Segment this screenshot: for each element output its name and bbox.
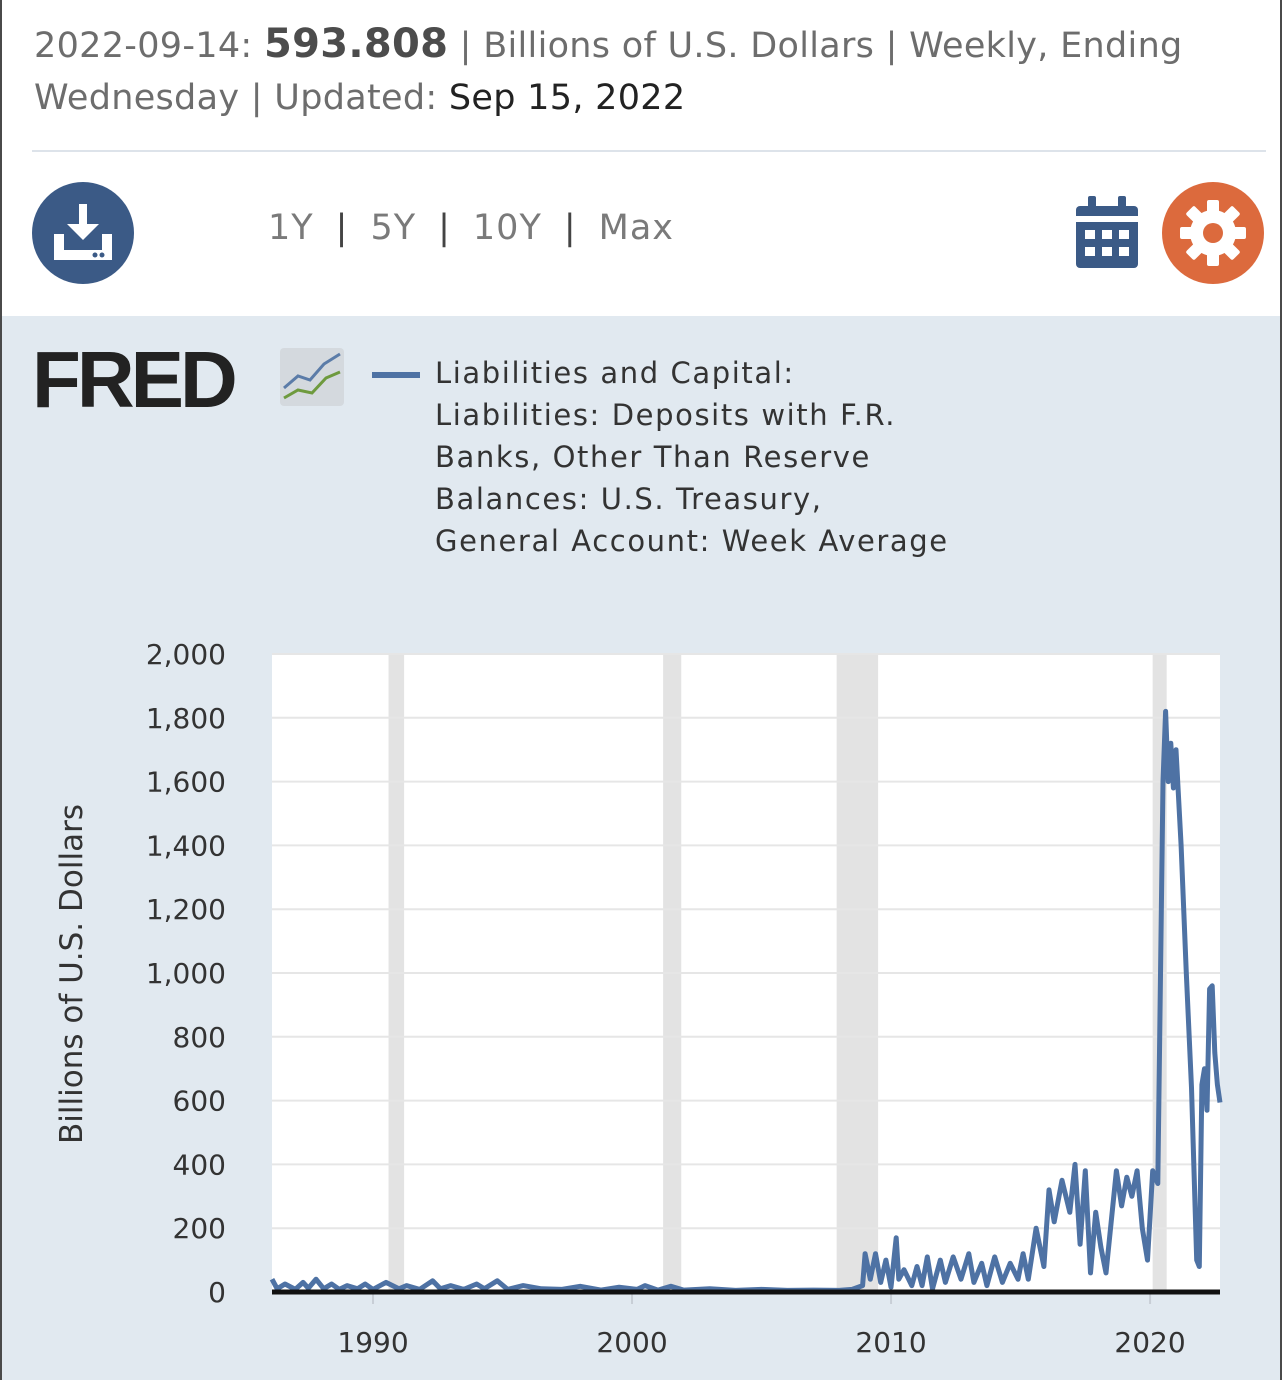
observation-value: 593.808 bbox=[263, 21, 449, 67]
y-tick-label: 1,400 bbox=[146, 829, 226, 862]
x-tick-label: 2010 bbox=[855, 1326, 926, 1359]
range-separator: | bbox=[563, 208, 577, 248]
download-button[interactable] bbox=[32, 182, 134, 284]
range-max[interactable]: Max bbox=[598, 208, 674, 248]
observation-header: 2022-09-14: 593.808 | Billions of U.S. D… bbox=[34, 18, 1254, 124]
observation-date: 2022-09-14: bbox=[34, 26, 253, 66]
legend-label: Liabilities and Capital: Liabilities: De… bbox=[435, 356, 949, 558]
range-1y[interactable]: 1Y bbox=[268, 208, 314, 248]
units-frequency-text: | Billions of U.S. Dollars | Weekly, End… bbox=[34, 26, 1183, 118]
y-tick-label: 1,200 bbox=[146, 893, 226, 926]
y-tick-label: 0 bbox=[208, 1276, 226, 1309]
y-tick-label: 600 bbox=[173, 1085, 226, 1118]
y-axis-label: Billions of U.S. Dollars bbox=[54, 804, 90, 1144]
range-selector: 1Y | 5Y | 10Y | Max bbox=[268, 208, 674, 248]
x-tick-label: 2000 bbox=[596, 1326, 667, 1359]
y-tick-label: 1,600 bbox=[146, 766, 226, 799]
chart-toolbar: 1Y | 5Y | 10Y | Max bbox=[0, 152, 1282, 316]
y-tick-label: 200 bbox=[173, 1212, 226, 1245]
y-tick-label: 1,800 bbox=[146, 702, 226, 735]
range-5y[interactable]: 5Y bbox=[370, 208, 417, 248]
range-10y[interactable]: 10Y bbox=[472, 208, 542, 248]
download-icon bbox=[54, 204, 112, 260]
x-tick-label: 2020 bbox=[1114, 1326, 1185, 1359]
legend-swatch bbox=[372, 372, 420, 378]
updated-date: Sep 15, 2022 bbox=[448, 78, 686, 118]
line-chart: 0 200 400 600 800 1,000 1,200 1,400 1,600 1,800 2,… bbox=[54, 638, 1223, 1359]
gear-icon bbox=[1180, 200, 1246, 266]
y-tick-label: 2,000 bbox=[146, 638, 226, 671]
range-separator: | bbox=[438, 208, 451, 248]
series-line bbox=[269, 708, 1223, 1293]
range-separator: | bbox=[335, 208, 349, 248]
x-tick-label: 1990 bbox=[337, 1326, 408, 1359]
calendar-icon bbox=[1076, 196, 1138, 268]
settings-button[interactable] bbox=[1162, 182, 1264, 284]
calendar-button[interactable] bbox=[1074, 196, 1140, 270]
y-tick-label: 800 bbox=[173, 1021, 226, 1054]
header-divider bbox=[32, 150, 1266, 152]
fred-logo: FRED bbox=[32, 346, 344, 424]
svg-text:FRED: FRED bbox=[32, 346, 235, 424]
y-tick-label: 400 bbox=[173, 1148, 226, 1181]
y-tick-label: 1,000 bbox=[146, 957, 226, 990]
